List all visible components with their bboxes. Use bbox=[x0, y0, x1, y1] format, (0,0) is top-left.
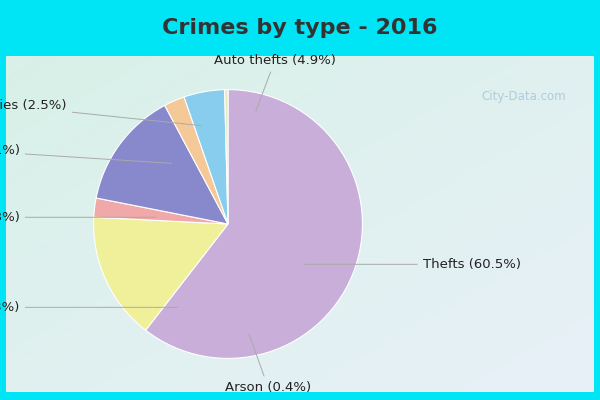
Text: Thefts (60.5%): Thefts (60.5%) bbox=[305, 258, 521, 271]
Text: Assaults (14.1%): Assaults (14.1%) bbox=[0, 144, 172, 163]
Text: Burglaries (15.3%): Burglaries (15.3%) bbox=[0, 301, 178, 314]
Wedge shape bbox=[94, 217, 228, 330]
Text: Auto thefts (4.9%): Auto thefts (4.9%) bbox=[214, 54, 336, 111]
Text: Rapes (2.3%): Rapes (2.3%) bbox=[0, 211, 155, 224]
Text: Crimes by type - 2016: Crimes by type - 2016 bbox=[162, 18, 438, 38]
Wedge shape bbox=[96, 106, 228, 224]
Text: City-Data.com: City-Data.com bbox=[481, 90, 566, 103]
Text: Robberies (2.5%): Robberies (2.5%) bbox=[0, 99, 201, 126]
Wedge shape bbox=[184, 90, 228, 224]
Wedge shape bbox=[146, 90, 362, 358]
Wedge shape bbox=[224, 90, 228, 224]
Wedge shape bbox=[165, 97, 228, 224]
Text: Arson (0.4%): Arson (0.4%) bbox=[225, 334, 311, 394]
Wedge shape bbox=[94, 198, 228, 224]
